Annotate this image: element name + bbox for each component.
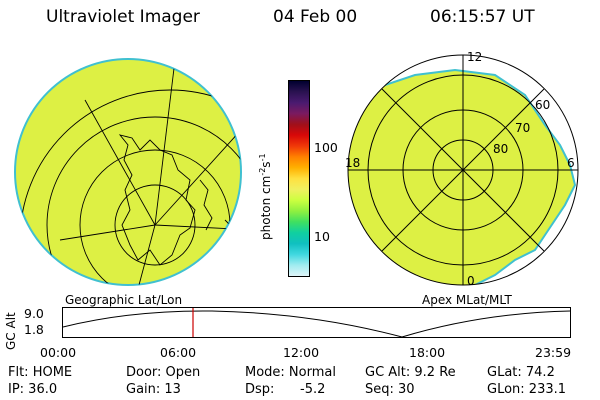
- time-tick-2359: 23:59: [535, 345, 572, 360]
- status-dsp-value: -5.2: [300, 382, 326, 397]
- altitude-frame: [62, 307, 571, 338]
- mlat-label-70: 70: [515, 121, 530, 135]
- right-panel-label: Apex MLat/MLT: [422, 293, 512, 307]
- colorbar-unit-label: photon cm-2s-1: [258, 153, 273, 240]
- left-panel-label: Geographic Lat/Lon: [65, 293, 183, 307]
- time-tick-0000: 00:00: [40, 345, 77, 360]
- mlt-label-6: 6: [567, 156, 575, 170]
- status-seq: Seq: 30: [365, 382, 415, 397]
- mlat-label-60: 60: [535, 98, 550, 112]
- status-dsp-label: Dsp:: [245, 382, 275, 397]
- time-tick-0600: 06:00: [160, 345, 197, 360]
- polar-image: 12 18 6 0 60 70 80: [345, 50, 579, 288]
- colorbar-tick-100: 100: [314, 140, 338, 155]
- mlt-label-0: 0: [467, 274, 475, 288]
- status-door: Door: Open: [126, 365, 201, 380]
- status-filter: Flt: HOME: [8, 365, 73, 380]
- status-ip: IP: 36.0: [8, 382, 58, 397]
- status-gain: Gain: 13: [126, 382, 181, 397]
- time-tick-1200: 12:00: [283, 345, 320, 360]
- mlat-label-80: 80: [493, 142, 508, 156]
- altitude-ytick-1-8: 1.8: [24, 322, 44, 337]
- time-label: 06:15:57 UT: [430, 7, 535, 27]
- status-gc-alt: GC Alt: 9.2 Re: [365, 365, 456, 380]
- altitude-ylabel: GC Alt: [4, 312, 18, 350]
- colorbar-gradient: [289, 81, 309, 276]
- altitude-ytick-9: 9.0: [24, 306, 44, 321]
- time-tick-1800: 18:00: [409, 345, 446, 360]
- mlt-label-12: 12: [467, 50, 482, 64]
- colorbar: [288, 80, 310, 277]
- colorbar-tick-10: 10: [314, 229, 330, 244]
- mlt-label-18: 18: [345, 156, 360, 170]
- altitude-plot: [62, 307, 571, 338]
- geographic-image: [14, 58, 242, 286]
- instrument-title: Ultraviolet Imager: [46, 7, 200, 27]
- geo-emission-disk: [14, 58, 242, 286]
- status-mode: Mode: Normal: [245, 365, 336, 380]
- polar-grid: [347, 54, 579, 286]
- status-glat: GLat: 74.2: [487, 365, 555, 380]
- status-glon: GLon: 233.1: [487, 382, 567, 397]
- date-label: 04 Feb 00: [273, 7, 358, 27]
- altitude-curve: [62, 310, 571, 338]
